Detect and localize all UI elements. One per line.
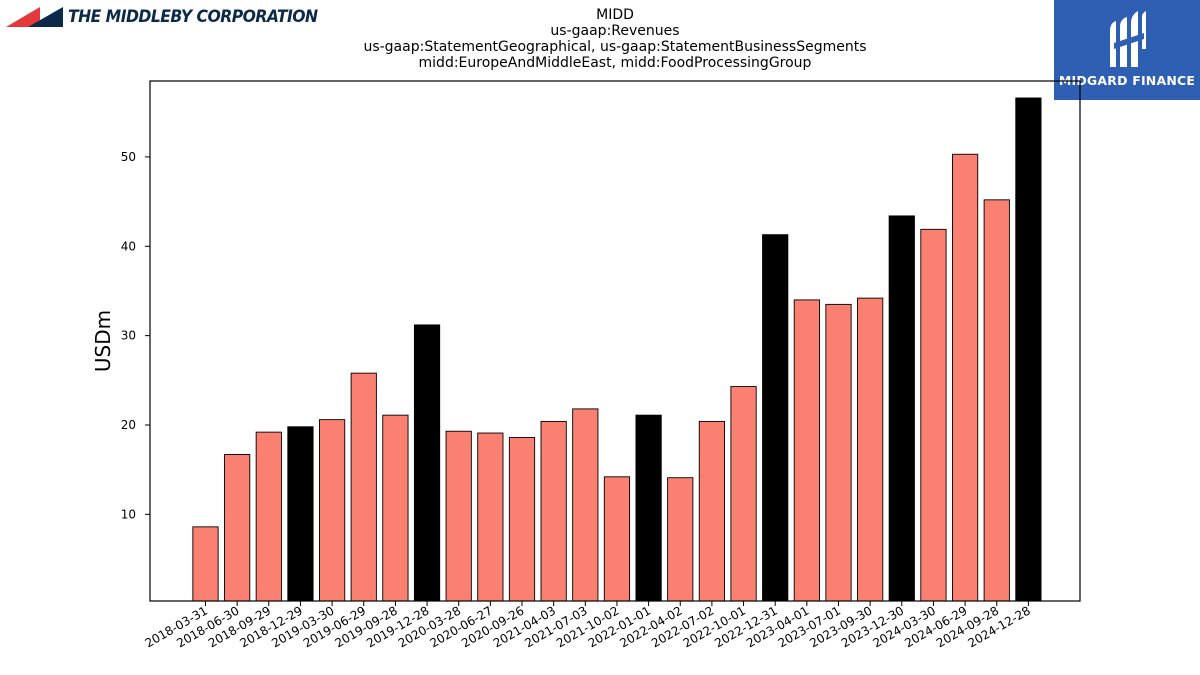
chart-title: MIDD us-gaap:Revenues us-gaap:StatementG… [150,7,1080,71]
y-tick-label: 50 [121,150,136,164]
bar [350,372,377,602]
bar [857,297,884,602]
bar [952,153,979,602]
bar [445,430,472,602]
bar [508,437,536,602]
bar [287,426,314,602]
bar [888,215,915,602]
plot-frame [149,80,1081,602]
y-axis-label: USDm [91,310,115,372]
middleby-logo-text: THE MIDDLEBY CORPORATION [68,7,318,27]
bar [698,420,725,602]
chart-title-line: MIDD [596,7,634,23]
y-tick-label: 10 [121,507,136,521]
bar [603,476,631,602]
bar [192,526,219,602]
midgard-finance-logo: MIDGARD FINANCE [1054,0,1200,100]
bar [730,386,757,602]
middleby-triangles-icon [6,7,63,27]
middleby-logo: THE MIDDLEBY CORPORATION [6,5,339,29]
y-tick-label: 40 [121,239,136,253]
bar [983,199,1010,602]
bar [762,234,789,602]
y-tick-label: 20 [121,418,136,432]
bar [1015,97,1042,602]
bar [255,431,282,602]
chart-title-line: us-gaap:Revenues [550,23,680,39]
chart-title-line: us-gaap:StatementGeographical, us-gaap:S… [363,39,867,55]
bar [477,432,504,602]
bar [224,454,251,602]
bar [667,477,694,602]
midgard-m-icon [1110,11,1146,67]
bar [413,324,441,602]
bar [319,419,346,602]
bar [825,303,852,602]
bar [920,228,947,602]
chart-title-line: midd:EuropeAndMiddleEast, midd:FoodProce… [418,55,812,71]
bar [635,414,662,602]
bar [572,408,599,602]
y-tick-label: 30 [121,329,136,343]
bar [382,414,409,602]
bar [793,299,820,602]
bar [540,420,567,602]
midgard-finance-brand: MIDGARD FINANCE [1058,73,1196,88]
